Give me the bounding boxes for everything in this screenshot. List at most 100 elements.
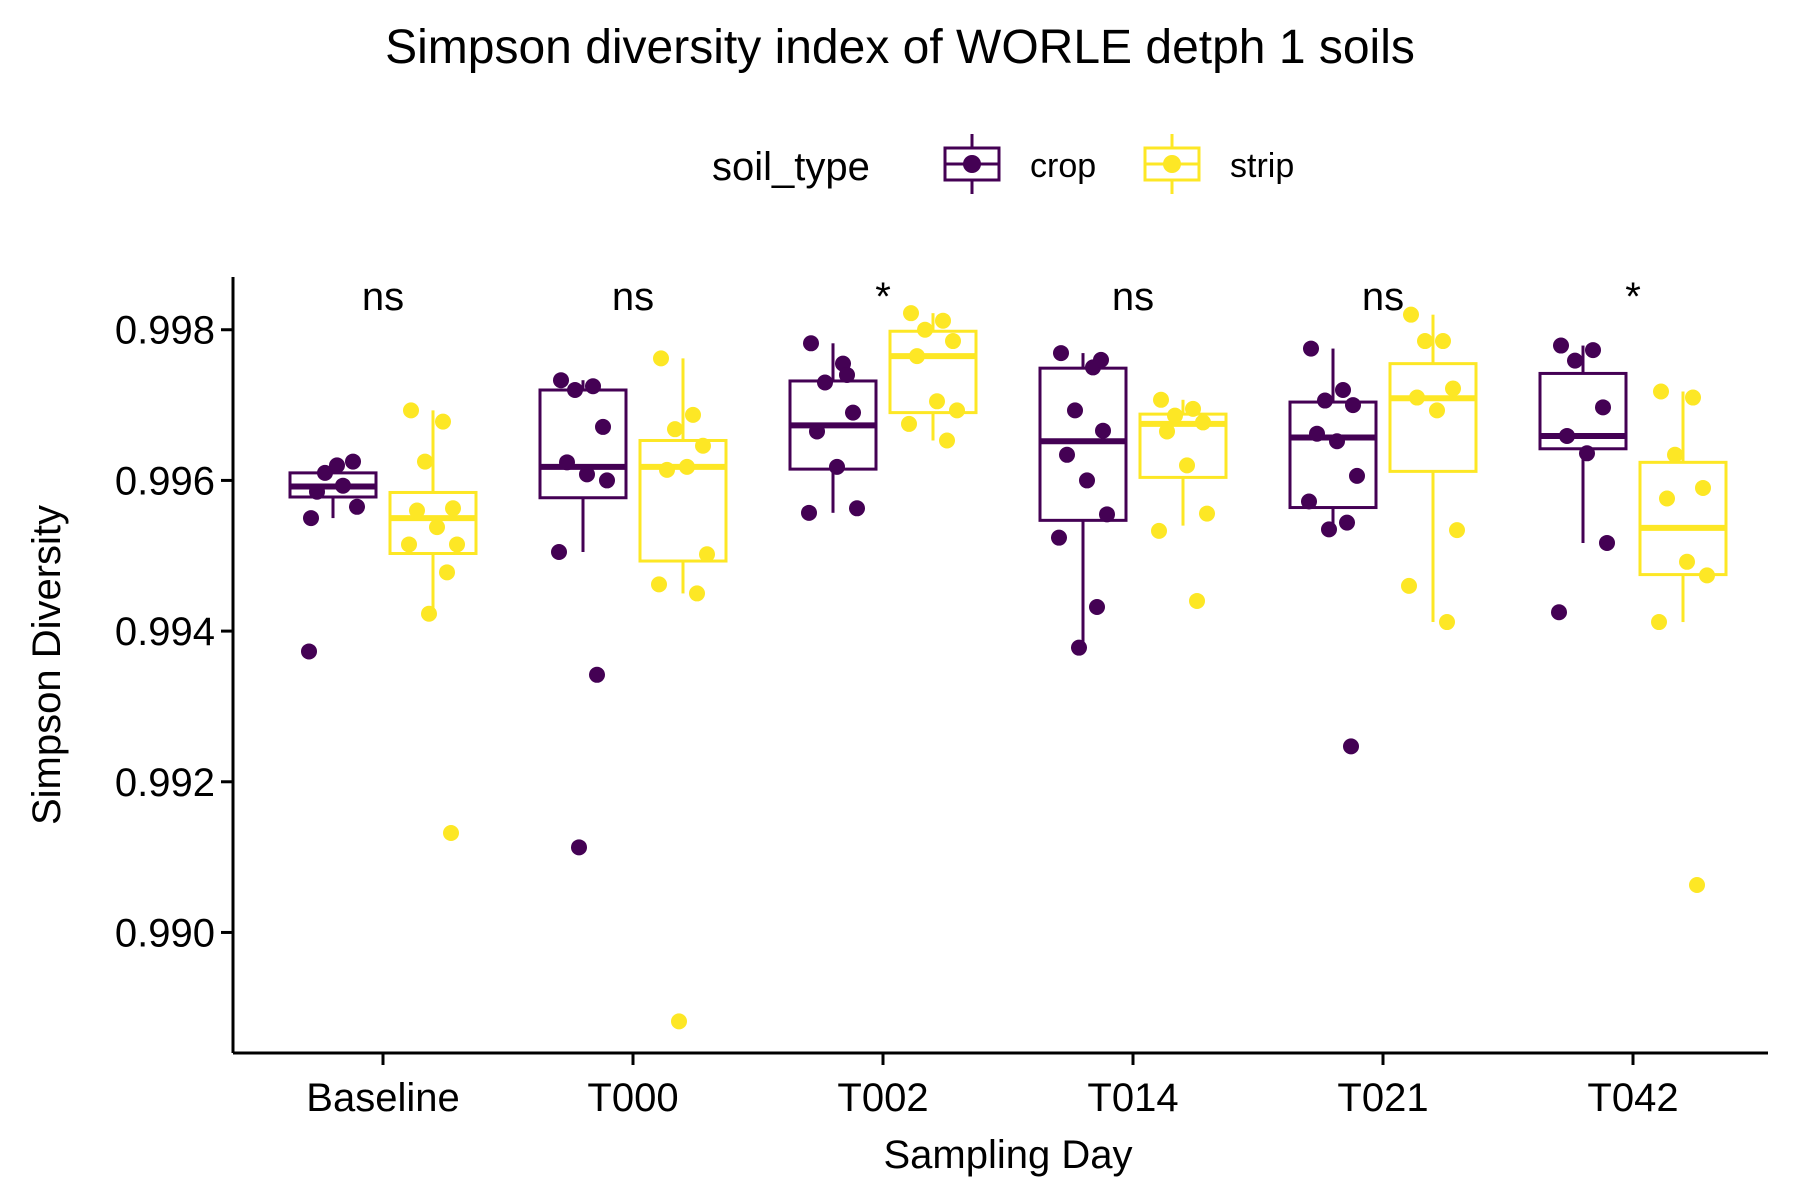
data-point xyxy=(949,402,965,419)
chart-title: Simpson diversity index of WORLE detph 1… xyxy=(385,21,1415,74)
data-point xyxy=(585,378,601,395)
legend-entry-crop: crop xyxy=(943,134,1096,194)
significance-label: * xyxy=(875,275,891,319)
data-point xyxy=(1559,427,1575,444)
data-point xyxy=(1401,577,1417,594)
data-point xyxy=(571,839,587,856)
data-point xyxy=(689,585,705,602)
data-point xyxy=(1599,534,1615,551)
data-point xyxy=(1695,479,1711,496)
data-point xyxy=(401,536,417,553)
data-point xyxy=(1689,876,1705,893)
significance-label: * xyxy=(1625,275,1641,319)
data-point xyxy=(1199,505,1215,522)
data-point xyxy=(939,432,955,449)
data-point xyxy=(1449,522,1465,539)
data-point xyxy=(443,825,459,842)
data-point xyxy=(1099,506,1115,523)
data-point xyxy=(567,382,583,399)
data-point xyxy=(1303,340,1319,357)
data-point xyxy=(553,372,569,389)
data-point xyxy=(1335,382,1351,399)
data-point xyxy=(1699,567,1715,584)
x-tick-label: T002 xyxy=(837,1076,928,1120)
data-point xyxy=(1659,490,1675,507)
data-point xyxy=(349,498,365,515)
data-point xyxy=(829,458,845,475)
data-point xyxy=(1079,472,1095,489)
data-point xyxy=(1179,457,1195,474)
box xyxy=(1638,460,1728,577)
data-point xyxy=(653,350,669,367)
x-tick-label: T000 xyxy=(587,1076,678,1120)
data-point xyxy=(845,404,861,421)
legend-key-point xyxy=(963,155,981,173)
data-point xyxy=(551,543,567,560)
data-point xyxy=(1195,414,1211,431)
box xyxy=(388,490,478,555)
data-point xyxy=(1317,392,1333,409)
data-point xyxy=(945,333,961,350)
x-tick-label: T021 xyxy=(1337,1076,1428,1120)
data-point xyxy=(1553,337,1569,354)
data-point xyxy=(1567,352,1583,369)
significance-label: ns xyxy=(1362,275,1404,319)
y-tick-label: 0.992 xyxy=(115,761,215,805)
data-point xyxy=(1051,529,1067,546)
data-point xyxy=(1679,553,1695,570)
data-point xyxy=(667,421,683,438)
data-point xyxy=(1345,397,1361,414)
legend: soil_type crop strip xyxy=(712,134,1294,194)
data-point xyxy=(1093,351,1109,368)
box xyxy=(638,438,728,563)
y-tick-label: 0.998 xyxy=(115,309,215,353)
data-point xyxy=(417,453,433,470)
data-point xyxy=(917,321,933,338)
x-tick-label: T042 xyxy=(1587,1076,1678,1120)
data-point xyxy=(699,546,715,563)
data-point xyxy=(1579,445,1595,462)
data-point xyxy=(439,564,455,581)
data-point xyxy=(329,457,345,474)
y-tick-label: 0.994 xyxy=(115,610,215,654)
data-point xyxy=(335,477,351,494)
data-point xyxy=(839,366,855,383)
data-point xyxy=(903,305,919,322)
data-point xyxy=(1153,391,1169,408)
significance-label: ns xyxy=(1112,275,1154,319)
data-point xyxy=(901,415,917,432)
data-point xyxy=(685,406,701,423)
data-point xyxy=(1059,446,1075,463)
data-point xyxy=(1329,433,1345,450)
data-point xyxy=(599,472,615,489)
data-point xyxy=(1651,614,1667,631)
data-point xyxy=(449,536,465,553)
data-point xyxy=(1429,402,1445,419)
data-point xyxy=(1409,389,1425,406)
data-point xyxy=(801,504,817,521)
significance-label: ns xyxy=(612,275,654,319)
data-point xyxy=(1185,400,1201,417)
x-tick-label: Baseline xyxy=(306,1076,459,1120)
data-point xyxy=(317,464,333,481)
data-point xyxy=(309,483,325,500)
data-point xyxy=(1089,598,1105,615)
data-point xyxy=(403,402,419,419)
data-point xyxy=(1595,399,1611,416)
data-point xyxy=(1095,422,1111,439)
data-point xyxy=(849,500,865,517)
data-point xyxy=(1685,389,1701,406)
data-point xyxy=(935,312,951,329)
data-point xyxy=(1071,639,1087,656)
legend-title: soil_type xyxy=(712,145,870,189)
data-point xyxy=(429,519,445,536)
data-point xyxy=(929,393,945,410)
data-point xyxy=(909,348,925,365)
data-point xyxy=(595,418,611,435)
plot-area: ns ns * ns ns * xyxy=(288,275,1728,1030)
data-point xyxy=(1551,604,1567,621)
data-point xyxy=(1189,592,1205,609)
y-axis-label: Simpson Diversity xyxy=(25,505,69,825)
y-tick-label: 0.990 xyxy=(115,911,215,955)
data-point xyxy=(1053,345,1069,362)
